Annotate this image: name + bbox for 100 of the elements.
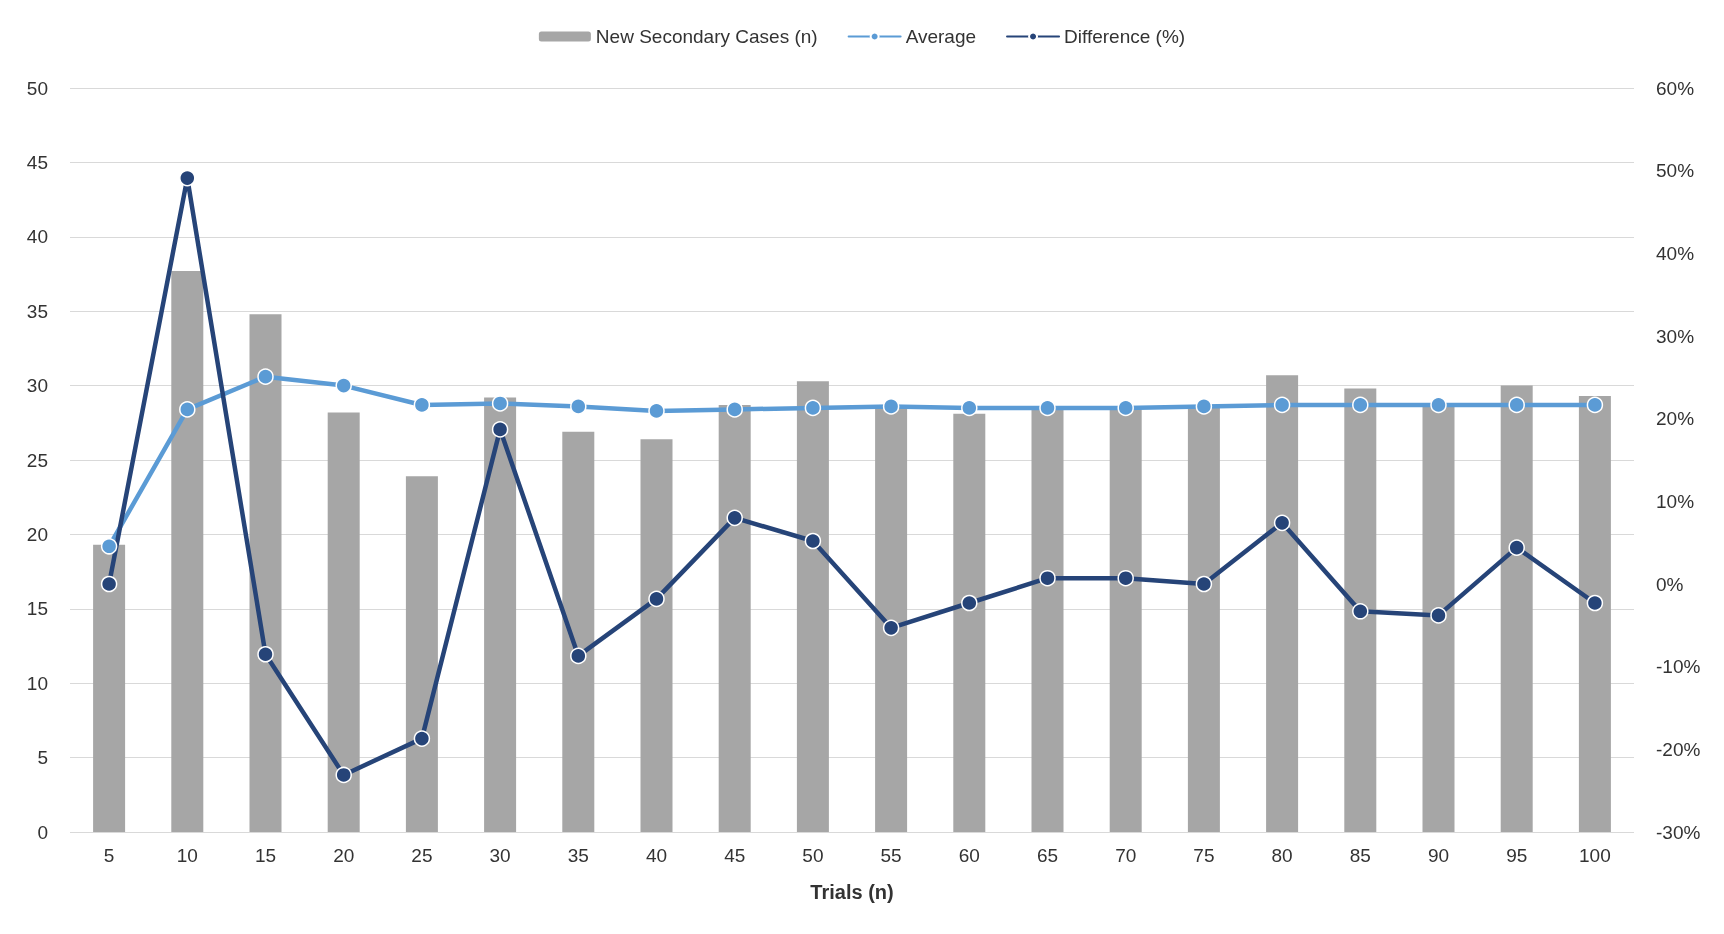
point (335, 377, 352, 394)
bar (249, 314, 282, 832)
x-tick-label: 35 (567, 845, 589, 866)
point (1117, 569, 1134, 587)
x-tick-label: 95 (1506, 845, 1528, 866)
point (961, 399, 978, 417)
point (1273, 514, 1291, 532)
point (1273, 396, 1291, 414)
legend-label: New Secondary Cases (n) (595, 26, 818, 47)
x-tick-label: 5 (103, 845, 115, 866)
bar (171, 271, 204, 832)
y2-tick-label: -20% (1656, 738, 1701, 760)
y-tick-label: 45 (26, 151, 48, 173)
bar (484, 397, 517, 832)
point (1508, 396, 1525, 414)
x-tick-label: 70 (1115, 845, 1137, 866)
point (1039, 399, 1056, 417)
point (1586, 396, 1604, 414)
bar (93, 544, 126, 832)
y-tick-label: 15 (26, 598, 48, 620)
point (257, 368, 274, 385)
y2-tick-label: 20% (1656, 408, 1695, 430)
point (1352, 603, 1369, 620)
x-tick-label: 75 (1193, 845, 1215, 866)
x-tick-label: 65 (1036, 845, 1059, 866)
legend-label: Average (905, 26, 977, 47)
y-tick-label: 35 (26, 300, 48, 322)
point (257, 646, 274, 663)
point (648, 590, 665, 608)
point (1195, 398, 1213, 415)
x-tick-label: 80 (1271, 845, 1293, 866)
x-tick-label: 90 (1427, 845, 1450, 866)
point (882, 398, 900, 415)
x-tick-label: 60 (958, 845, 980, 866)
point (1352, 396, 1369, 414)
point (1117, 399, 1134, 417)
bar (718, 404, 751, 832)
x-tick-label: 85 (1349, 845, 1371, 866)
bar (796, 381, 829, 832)
point (413, 730, 431, 747)
y2-tick-label: 10% (1656, 490, 1695, 512)
bar (1578, 396, 1611, 832)
x-tick-label: 40 (645, 845, 668, 866)
bar (562, 431, 595, 832)
point (570, 647, 587, 665)
point (726, 509, 743, 527)
y-tick-label: 10 (26, 672, 48, 694)
x-tick-label: 25 (411, 845, 433, 866)
y2-tick-label: 30% (1656, 325, 1695, 347)
y2-tick-label: 40% (1656, 242, 1695, 264)
x-tick-label: 55 (880, 845, 902, 866)
point (570, 398, 587, 415)
point (726, 401, 743, 418)
x-tick-label: 10 (176, 845, 198, 866)
bar (1500, 385, 1533, 832)
y-tick-label: 0 (37, 821, 48, 843)
point (100, 575, 118, 593)
bar (327, 412, 360, 832)
point (1430, 607, 1447, 624)
y-tick-label: 5 (37, 747, 48, 769)
point (1508, 539, 1525, 556)
bar (1266, 375, 1299, 832)
point (100, 538, 118, 555)
y2-tick-label: -30% (1656, 821, 1701, 843)
point (1195, 575, 1213, 593)
point (1430, 396, 1447, 414)
x-axis-title: Trials (n) (810, 881, 894, 903)
y-tick-label: 30 (26, 375, 48, 397)
y-tick-label: 25 (26, 449, 48, 471)
x-tick-label: 45 (724, 845, 746, 866)
bar (875, 406, 908, 832)
point (961, 594, 978, 612)
x-tick-label: 100 (1579, 845, 1611, 866)
x-tick-label: 30 (489, 845, 511, 866)
y-tick-label: 40 (26, 226, 48, 248)
point (1039, 569, 1056, 587)
point (1586, 594, 1604, 612)
bar (405, 476, 438, 832)
point (882, 619, 900, 637)
point (491, 395, 509, 412)
bar (1422, 406, 1455, 832)
point (804, 399, 822, 417)
point (179, 401, 196, 418)
x-tick-label: 15 (254, 845, 277, 866)
bar (953, 413, 986, 832)
point (648, 402, 665, 420)
bar (1031, 407, 1064, 832)
y2-tick-label: -10% (1656, 656, 1701, 678)
point (491, 421, 509, 438)
y-tick-label: 20 (26, 523, 48, 545)
legend-label: Difference (%) (1064, 26, 1186, 47)
bar (1344, 388, 1377, 832)
point (335, 766, 352, 784)
y2-tick-label: 60% (1656, 77, 1695, 99)
point (804, 532, 822, 550)
x-tick-label: 50 (802, 845, 824, 866)
point (413, 396, 431, 414)
y-tick-label: 50 (26, 77, 48, 99)
bar (640, 439, 673, 832)
y2-tick-label: 0% (1656, 573, 1684, 595)
